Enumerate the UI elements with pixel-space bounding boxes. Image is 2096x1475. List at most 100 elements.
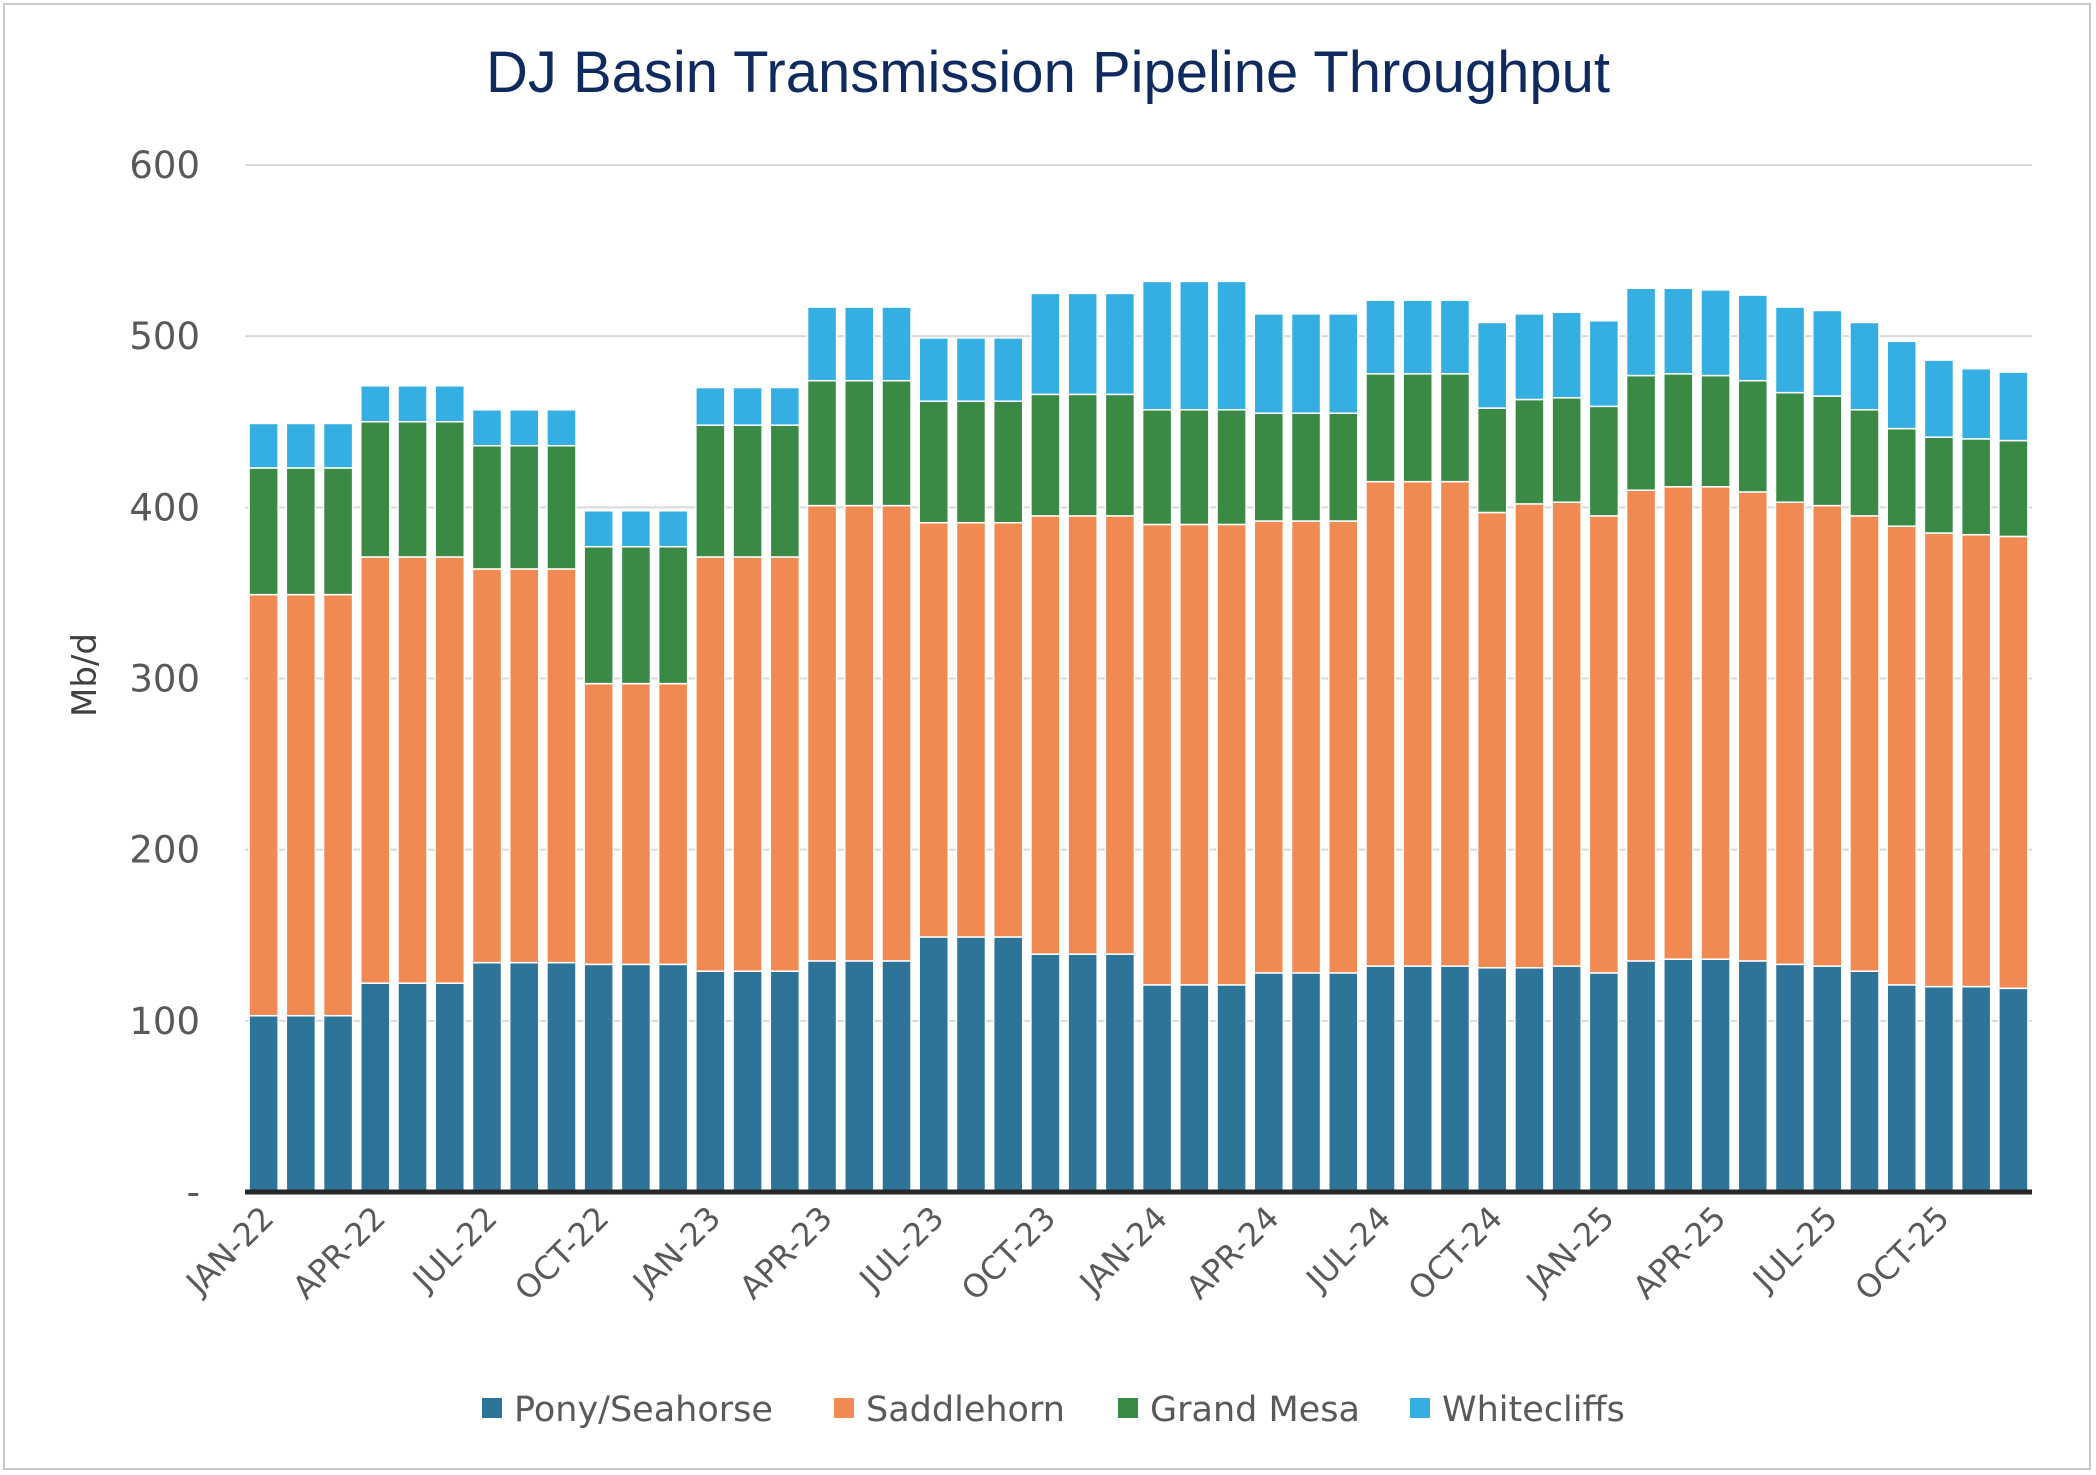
bar-segment <box>1737 294 1769 382</box>
legend-swatch <box>482 1398 502 1418</box>
x-tick-label: JAN-25 <box>1518 1199 1622 1303</box>
bar-segment <box>1439 299 1471 375</box>
bar-segment <box>732 424 763 558</box>
bar-segment <box>1514 313 1545 401</box>
bar-segment <box>657 545 689 685</box>
bar-segment <box>434 421 466 558</box>
x-tick-label: JAN-23 <box>624 1199 728 1303</box>
x-tick-label: APR-22 <box>285 1199 393 1307</box>
bar-segment <box>620 682 652 966</box>
bar-segment <box>1402 299 1433 375</box>
x-tick-label: APR-24 <box>1179 1199 1287 1307</box>
bar-segment <box>508 568 540 964</box>
bar-segment <box>1141 523 1173 986</box>
bar-segment <box>844 379 875 507</box>
bar-segment <box>806 379 838 507</box>
bar-segment <box>806 504 838 962</box>
legend: Pony/Seahorse Saddlehorn Grand Mesa Whitecl… <box>482 1390 1625 1430</box>
bar-segment <box>1551 397 1582 503</box>
bar-segment <box>1737 379 1769 493</box>
bar-segment <box>1886 984 1917 1193</box>
bar-segment <box>732 556 763 972</box>
x-tick-label: OCT-25 <box>1847 1199 1956 1308</box>
bar-segment <box>1774 391 1806 503</box>
x-tick-label: OCT-24 <box>1401 1199 1510 1308</box>
x-axis-ticks: JAN-22 APR-22 JUL-22 OCT-22 JAN-23 APR-23 JUL-… <box>177 1199 1956 1308</box>
x-tick-label: JUL-22 <box>404 1199 505 1300</box>
bar-segment <box>1700 374 1731 488</box>
bar-segment <box>397 421 428 558</box>
bar-segment <box>322 593 354 1017</box>
x-tick-label: APR-23 <box>732 1199 840 1307</box>
bar-segment <box>1290 972 1322 1193</box>
bar-segment <box>1290 313 1322 414</box>
bar-segment <box>1998 535 2029 990</box>
bar-segment <box>1625 960 1657 1193</box>
bar-segment <box>881 379 912 507</box>
bar-segment <box>434 982 466 1193</box>
bar-segment <box>620 963 652 1193</box>
bar-segment <box>1104 393 1136 517</box>
bar-segment <box>657 510 689 548</box>
bar-segment <box>1253 520 1285 974</box>
bar-segment <box>806 960 838 1193</box>
bar-segment <box>1402 480 1433 967</box>
bar-segment <box>1067 393 1098 517</box>
bar-segment <box>1402 373 1433 483</box>
bar-segment <box>1700 486 1731 960</box>
bars <box>248 280 2029 1193</box>
bar-segment <box>322 422 354 469</box>
bar-segment <box>1960 367 1992 440</box>
bar-segment <box>1774 501 1806 966</box>
bar-segment <box>1179 984 1210 1193</box>
bar-segment <box>844 504 875 962</box>
legend-label: Whitecliffs <box>1442 1390 1625 1430</box>
bar-segment <box>1290 412 1322 522</box>
bar-segment <box>1811 965 1843 1193</box>
bar-segment <box>1253 972 1285 1193</box>
legend-swatch <box>1410 1398 1430 1418</box>
bar-segment <box>1476 321 1508 409</box>
bar-segment <box>397 556 428 984</box>
bar-segment <box>1886 340 1917 430</box>
bar-segment <box>695 424 726 558</box>
bar-segment <box>1327 972 1359 1193</box>
y-tick-label: 400 <box>129 486 200 529</box>
bar-segment <box>1365 480 1396 967</box>
bar-segment <box>1737 491 1769 962</box>
bar-segment <box>397 982 428 1193</box>
y-tick-label: 500 <box>129 315 200 358</box>
bar-segment <box>1253 412 1285 522</box>
bar-segment <box>1588 515 1620 974</box>
bar-segment <box>322 467 354 596</box>
bar-segment <box>1774 306 1806 394</box>
bar-segment <box>1327 412 1359 522</box>
bar-segment <box>992 337 1024 402</box>
bar-segment <box>1923 436 1955 534</box>
x-tick-label: JUL-23 <box>851 1199 952 1300</box>
y-tick-label: 300 <box>129 658 200 701</box>
bar-segment <box>992 400 1024 524</box>
bar-segment <box>1849 515 1880 972</box>
bar-segment <box>1141 984 1173 1193</box>
bar-segment <box>992 521 1024 938</box>
bar-segment <box>1030 393 1061 517</box>
bar-segment <box>1365 299 1396 375</box>
bar-segment <box>1290 520 1322 974</box>
x-tick-label: JUL-24 <box>1297 1199 1398 1300</box>
bar-segment <box>1625 374 1657 491</box>
bar-segment <box>583 510 614 548</box>
bar-segment <box>1216 280 1247 411</box>
bar-segment <box>434 556 466 984</box>
bar-segment <box>471 444 503 570</box>
bar-segment <box>1588 405 1620 517</box>
bar-segment <box>1216 984 1247 1193</box>
x-tick-label: OCT-22 <box>507 1199 616 1308</box>
bar-segment <box>620 545 652 685</box>
bar-segment <box>360 982 391 1193</box>
bar-segment <box>1551 311 1582 399</box>
y-tick-label: - <box>187 1171 200 1214</box>
bar-segment <box>955 936 987 1193</box>
gridlines <box>245 164 2032 1022</box>
